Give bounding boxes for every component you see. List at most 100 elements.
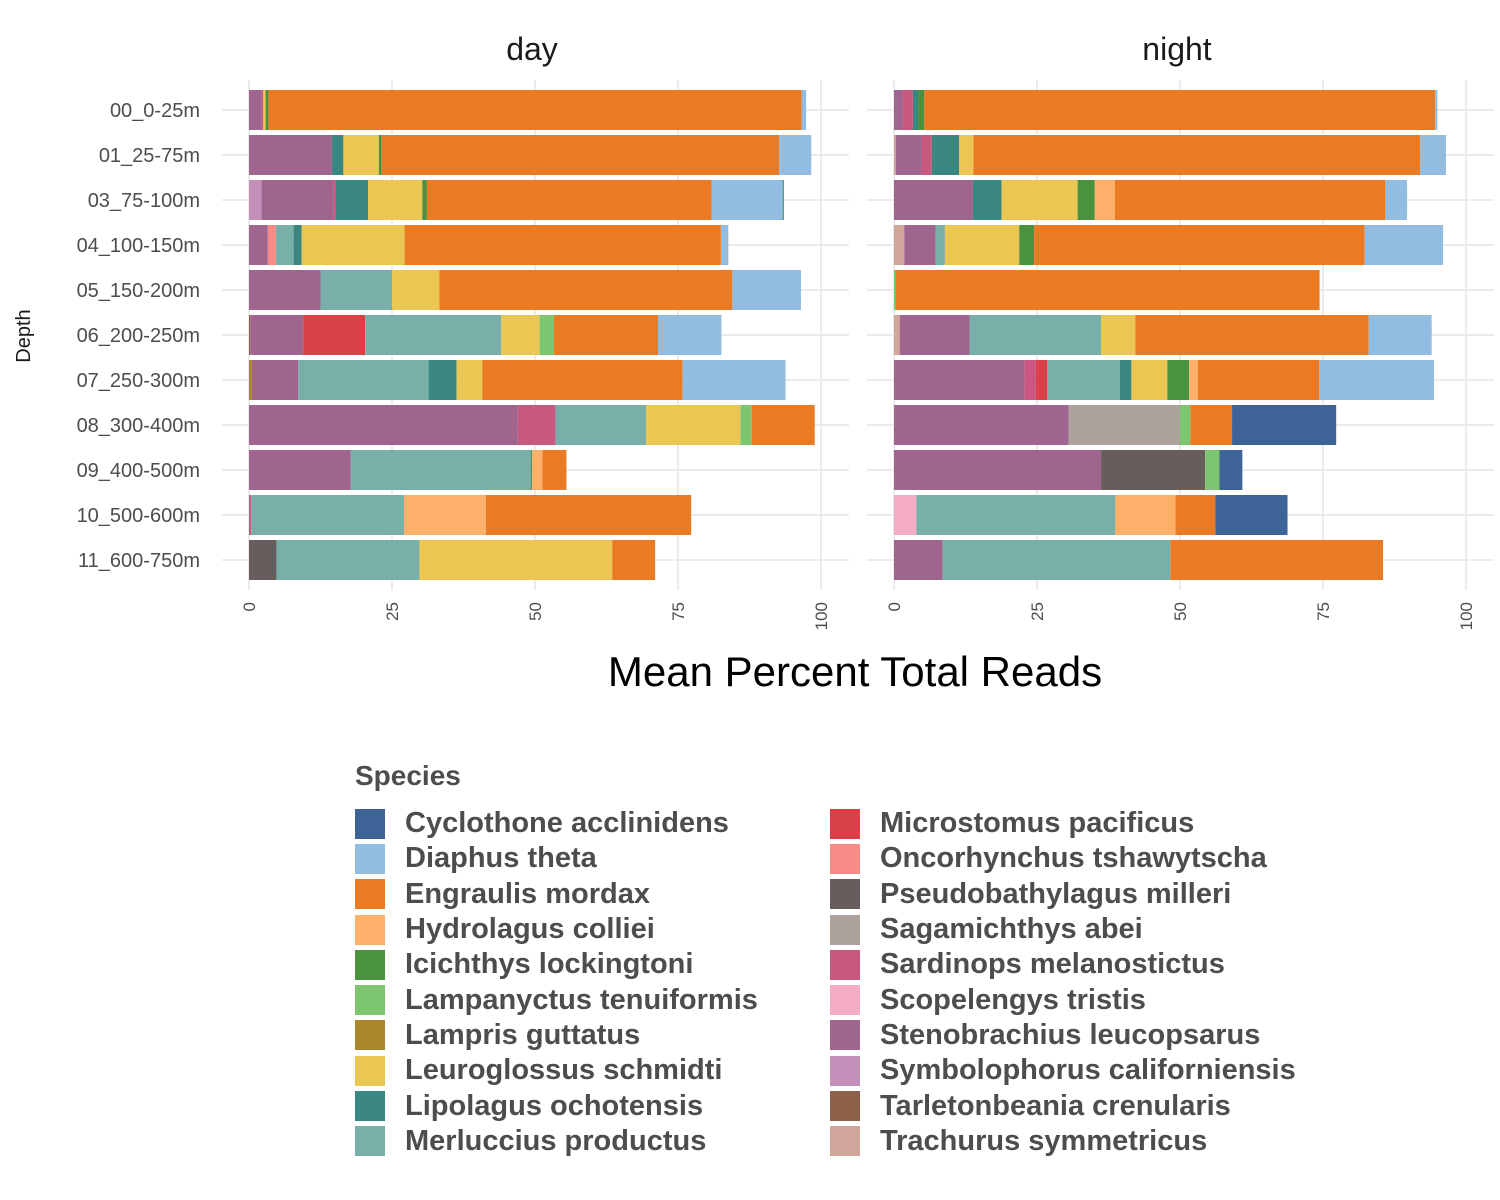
legend-label: Stenobrachius leucopsarus — [880, 1018, 1261, 1051]
bar-segment: Merluccius productus: 31.5 — [350, 450, 531, 490]
bar-segment: Cyclothone acclinidens: 18.2 — [1232, 405, 1337, 445]
legend-item: Leuroglossus schmidti — [355, 1053, 830, 1088]
legend-swatch — [830, 985, 860, 1016]
bar-segment: Leuroglossus schmidti: 8.3 — [392, 270, 440, 310]
bar-segment: Stenobrachius leucopsarus: 22.8 — [894, 360, 1025, 400]
bar-segment: Engraulis mordax: 89.3 — [924, 90, 1436, 130]
bar-segment: Stenobrachius leucopsarus: 13.8 — [894, 180, 973, 220]
bar-segment: Hydrolagus colliei: 10.5 — [1115, 495, 1176, 535]
bar-segment: Lampris guttatus: 0.5 — [249, 360, 252, 400]
bar-segment: Diaphus theta: 1.3 — [720, 225, 729, 265]
y-tick-label: 03_75-100m — [88, 190, 200, 212]
bar-segment: Stenobrachius leucopsarus: 4.5 — [895, 135, 922, 175]
legend-label: Engraulis mordax — [405, 877, 650, 910]
bar-segment: Lipolagus ochotensis: 2 — [331, 135, 344, 175]
bar-segment: Microstomus pacificus: 2 — [1035, 360, 1048, 400]
legend-swatch — [830, 843, 860, 874]
legend-label: Pseudobathylagus milleri — [880, 877, 1232, 910]
x-tick-label: 0 — [885, 602, 904, 611]
legend-label: Symbolophorus californiensis — [880, 1054, 1296, 1087]
bar-segment: Sardinops melanostictus: 0.4 — [249, 495, 252, 535]
bar-segment: Engraulis mordax: 55.3 — [404, 225, 721, 265]
y-tick-label: 00_0-25m — [110, 100, 200, 122]
bar-segment: Stenobrachius leucopsarus: 8.5 — [894, 540, 943, 580]
bar-segment: Stenobrachius leucopsarus: 36.2 — [894, 450, 1102, 490]
bar-segment: Icichthys lockingtoni: 0.5 — [265, 90, 269, 130]
legend-label: Scopelengys tristis — [880, 983, 1146, 1016]
panel-day: dayStenobrachius leucopsarus: 2.2Sardino… — [222, 31, 849, 630]
bar-segment: Hydrolagus colliei: 1.8 — [532, 450, 543, 490]
bar-segment: Tarletonbeania crenularis: 0.2 — [249, 315, 251, 355]
bar-segment: Diaphus theta: 18 — [682, 360, 786, 400]
x-tick-label: 25 — [383, 602, 402, 621]
legend-swatch — [830, 1091, 860, 1122]
bar-segment: Merluccius productus: 23.8 — [365, 315, 502, 355]
legend-swatch — [830, 1020, 860, 1051]
bar-segment: Diaphus theta: 3.8 — [1385, 180, 1408, 220]
bar-segment: Sardinops melanostictus: 1.8 — [902, 90, 913, 130]
legend-item: Oncorhynchus tshawytscha — [830, 841, 1296, 876]
bar-segment: Icichthys lockingtoni: 0.2 — [530, 450, 533, 490]
bar-segment: Stenobrachius leucopsarus: 12.5 — [261, 180, 334, 220]
bar-segment: Leuroglossus schmidti: 0.4 — [263, 90, 266, 130]
y-tick-label: 04_100-150m — [77, 235, 200, 257]
bar-segment: Engraulis mordax: 69.5 — [381, 135, 780, 175]
bar-segment: Pseudobathylagus milleri: 18.2 — [1101, 450, 1206, 490]
legend-swatch — [355, 1055, 385, 1086]
bar-segment: Stenobrachius leucopsarus: 14.5 — [249, 135, 332, 175]
legend-label: Merluccius productus — [405, 1124, 707, 1157]
legend-item: Engraulis mordax — [355, 877, 830, 912]
bar-segment: Stenobrachius leucopsarus: 8.1 — [251, 360, 299, 400]
bar-segment: Lipolagus ochotensis: 5.7 — [335, 180, 368, 220]
legend-item: Sagamichthys abei — [830, 912, 1296, 947]
bar-segment: Stenobrachius leucopsarus: 47 — [249, 405, 518, 445]
legend-swatch — [355, 808, 385, 839]
bar-segment: Stenobrachius leucopsarus: 30.5 — [894, 405, 1069, 445]
x-tick-label: 75 — [669, 602, 688, 621]
bar-segment: Diaphus theta: 5.6 — [779, 135, 812, 175]
bar-segment: Diaphus theta: 4.5 — [1420, 135, 1446, 175]
legend-label: Lampanyctus tenuiformis — [405, 983, 758, 1016]
x-tick-label: 50 — [1171, 602, 1190, 621]
bar-segment: Sagamichthys abei: 19.5 — [1068, 405, 1180, 445]
legend-item: Lampanyctus tenuiformis — [355, 982, 830, 1017]
bar-segment: Leuroglossus schmidti: 6.3 — [1131, 360, 1168, 400]
bar-segment: Engraulis mordax: 7.3 — [1190, 405, 1233, 445]
bar-segment: Diaphus theta: 0.4 — [1435, 90, 1438, 130]
legend-swatch — [830, 949, 860, 980]
y-axis-title: Depth — [13, 309, 35, 362]
legend-label: Sagamichthys abei — [880, 913, 1143, 946]
bar-segment: Lampanyctus tenuiformis: 0.2 — [894, 270, 896, 310]
bar-segment: Engraulis mordax: 57.8 — [1034, 225, 1365, 265]
bar-segment: Engraulis mordax: 11 — [751, 405, 815, 445]
bar-segment: Merluccius productus: 39.8 — [942, 540, 1171, 580]
bar-segment: Stenobrachius leucopsarus: 3.3 — [249, 225, 268, 265]
legend-swatch — [830, 879, 860, 910]
legend-label: Diaphus theta — [405, 842, 597, 875]
bar-segment: Stenobrachius leucopsarus: 12.5 — [249, 270, 321, 310]
legend-label: Microstomus pacificus — [880, 807, 1195, 840]
bar-segment: Icichthys lockingtoni: 3.8 — [1167, 360, 1190, 400]
bar-segment: Diaphus theta: 20.1 — [1318, 360, 1434, 400]
bar-segment: Stenobrachius leucopsarus: 2.2 — [249, 90, 262, 130]
bar-segment: Merluccius productus: 22.8 — [298, 360, 429, 400]
bar-segment: Sardinops melanostictus: 2 — [1024, 360, 1036, 400]
legend-item: Cyclothone acclinidens — [355, 806, 830, 841]
bar-segment: Lipolagus ochotensis: 0.9 — [912, 90, 919, 130]
bar-segment: Engraulis mordax: 78.1 — [973, 135, 1421, 175]
legend-label: Lipolagus ochotensis — [405, 1089, 704, 1122]
bar-segment: Cyclothone acclinidens: 4 — [1219, 450, 1243, 490]
bar-segment: Leuroglossus schmidti: 6 — [1101, 315, 1136, 355]
legend-item: Merluccius productus — [355, 1124, 830, 1159]
legend-swatch — [355, 1126, 385, 1157]
bar-segment: Microstomus pacificus: 10.8 — [303, 315, 366, 355]
legend-swatch — [355, 1020, 385, 1051]
bar-segment: Sardinops melanostictus: 0.3 — [261, 90, 264, 130]
y-tick-label: 11_600-750m — [78, 550, 200, 572]
faceted-stacked-bar-chart: dayStenobrachius leucopsarus: 2.2Sardino… — [13, 31, 1494, 695]
y-tick-label: 05_150-200m — [77, 280, 200, 302]
bar-segment: Engraulis mordax: 7 — [1175, 495, 1216, 535]
legend-title: Species — [355, 760, 461, 791]
x-tick-label: 50 — [526, 602, 545, 621]
y-tick-label: 08_300-400m — [77, 415, 200, 437]
